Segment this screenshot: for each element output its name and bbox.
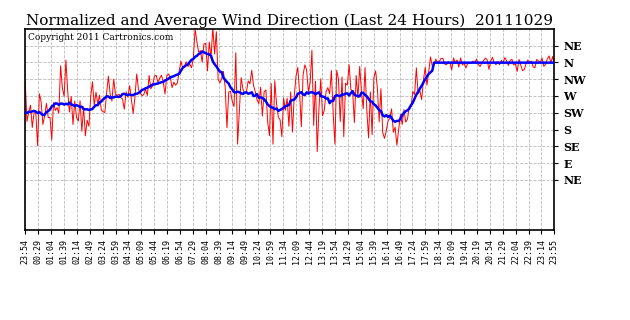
Title: Normalized and Average Wind Direction (Last 24 Hours)  20111029: Normalized and Average Wind Direction (L… [26, 13, 553, 28]
Text: Copyright 2011 Cartronics.com: Copyright 2011 Cartronics.com [28, 33, 173, 42]
